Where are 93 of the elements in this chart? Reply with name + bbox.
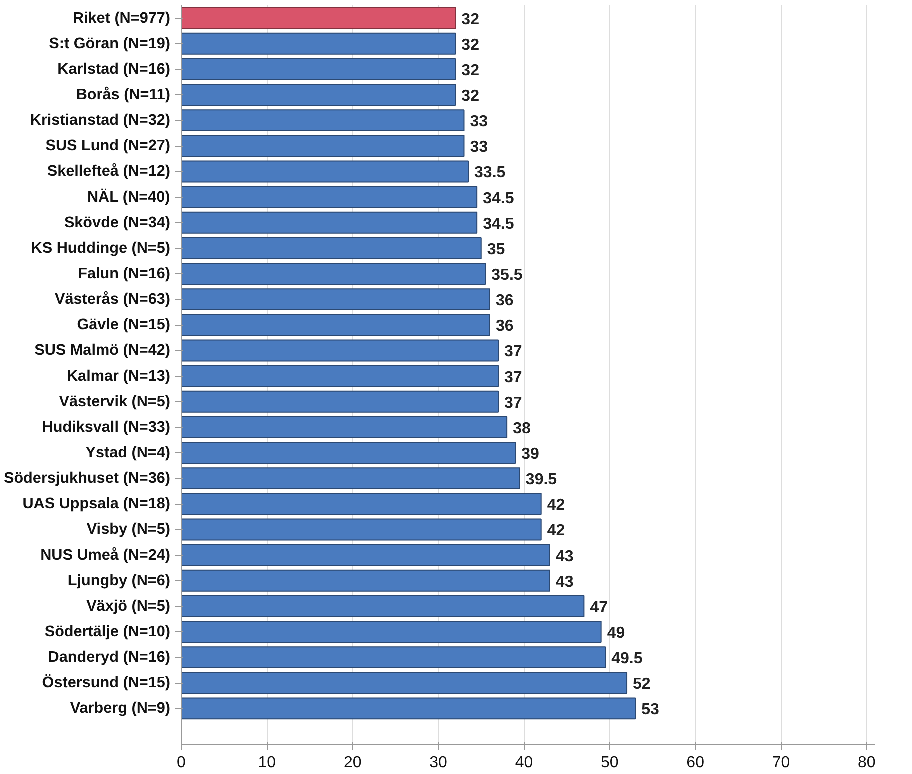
x-tick-label: 70 — [772, 754, 790, 772]
data-label: 52 — [633, 676, 651, 694]
x-tick-label: 20 — [344, 754, 362, 772]
data-label: 42 — [547, 497, 566, 514]
data-label: 53 — [642, 702, 660, 719]
y-tick-label: Karlstad (N=16) — [58, 60, 170, 78]
bar — [182, 595, 585, 618]
data-label: 32 — [462, 62, 480, 80]
bar — [182, 288, 490, 311]
bar — [182, 212, 478, 234]
bar — [182, 186, 478, 208]
data-label: 37 — [504, 394, 522, 412]
bar — [182, 416, 508, 438]
y-tick-label: Östersund (N=15) — [42, 674, 171, 692]
bar — [182, 698, 636, 720]
data-label: 33 — [470, 114, 488, 131]
data-label: 34.5 — [483, 216, 514, 233]
bar — [182, 135, 465, 158]
data-label: 43 — [556, 548, 574, 566]
data-label: 47 — [590, 599, 608, 616]
y-tick-label: Visby (N=5) — [86, 521, 171, 538]
data-label: 35 — [487, 241, 506, 258]
y-tick-label: Varberg (N=9) — [70, 700, 171, 718]
bar — [182, 365, 500, 388]
data-label: 49.5 — [612, 650, 643, 668]
bar — [182, 468, 520, 490]
bar — [182, 160, 470, 183]
data-label: 32 — [462, 11, 480, 28]
y-tick-label: NÄL (N=40) — [87, 188, 170, 206]
data-label: 37 — [504, 369, 522, 386]
y-tick-label: SUS Lund (N=27) — [46, 138, 170, 155]
data-label: 35.5 — [492, 266, 523, 284]
bar — [182, 672, 628, 694]
y-tick-label: Kalmar (N=13) — [66, 368, 171, 385]
bar — [182, 263, 486, 285]
y-tick-label: Danderyd (N=16) — [48, 649, 171, 666]
data-label: 49 — [607, 624, 626, 642]
bar — [182, 544, 550, 566]
data-label: 33.5 — [474, 164, 506, 182]
y-tick-label: Västervik (N=5) — [59, 393, 171, 410]
data-label: 32 — [462, 36, 480, 54]
bar — [182, 570, 550, 592]
y-tick-label: Västerås (N=63) — [55, 291, 171, 308]
x-tick-label: 60 — [686, 754, 705, 772]
y-tick-label: SUS Malmö (N=42) — [34, 342, 170, 360]
bar — [182, 237, 482, 260]
data-label: 39.5 — [526, 472, 558, 489]
bar — [182, 442, 516, 464]
bar — [182, 646, 606, 669]
y-tick-label: Södertälje (N=10) — [44, 623, 171, 640]
bar — [182, 493, 542, 516]
y-tick-label: NUS Umeå (N=24) — [40, 546, 171, 564]
y-tick-label: Ystad (N=4) — [86, 444, 171, 462]
y-tick-label: Riket (N=977) — [72, 10, 170, 27]
y-tick-label: UAS Uppsala (N=18) — [22, 496, 171, 513]
bar — [182, 340, 500, 362]
x-tick-label: 10 — [258, 754, 276, 772]
y-tick-label: Ljungby (N=6) — [68, 572, 171, 590]
data-label: 43 — [556, 574, 574, 591]
y-tick-label: Skellefteå (N=12) — [47, 163, 171, 180]
x-tick-label: 50 — [600, 754, 619, 772]
y-tick-label: Växjö (N=5) — [86, 598, 171, 615]
x-tick-label: 40 — [515, 754, 534, 772]
y-tick-label: Skövde (N=34) — [64, 214, 170, 232]
data-label: 42 — [547, 522, 566, 540]
data-label: 34.5 — [483, 190, 514, 208]
bar — [182, 84, 456, 106]
y-tick-label: KS Huddinge (N=5) — [31, 240, 170, 257]
y-tick-label: Kristianstad (N=32) — [30, 112, 170, 130]
bar — [182, 32, 456, 55]
data-label: 36 — [496, 292, 514, 310]
y-tick-label: Borås (N=11) — [76, 86, 170, 104]
y-tick-label: Falun (N=16) — [78, 265, 171, 282]
bar — [182, 518, 542, 541]
data-label: 38 — [513, 420, 531, 438]
data-label: 37 — [504, 344, 522, 361]
bar — [182, 58, 456, 80]
y-tick-label: Södersjukhuset (N=36) — [4, 470, 170, 488]
bar — [182, 110, 465, 132]
y-tick-label: Hudiksvall (N=33) — [42, 418, 171, 436]
bar — [182, 7, 456, 30]
bar — [182, 390, 500, 413]
x-tick-label: 30 — [430, 754, 448, 772]
data-label: 32 — [462, 88, 480, 105]
bar — [182, 314, 490, 336]
data-label: 33 — [470, 139, 488, 156]
bar — [182, 621, 602, 643]
y-tick-label: S:t Göran (N=19) — [49, 35, 171, 52]
data-label: 36 — [496, 318, 514, 336]
y-tick-label: Gävle (N=15) — [77, 316, 171, 334]
x-tick-label: 80 — [858, 754, 876, 772]
x-tick-label: 0 — [177, 754, 186, 772]
data-label: 39 — [522, 446, 540, 463]
